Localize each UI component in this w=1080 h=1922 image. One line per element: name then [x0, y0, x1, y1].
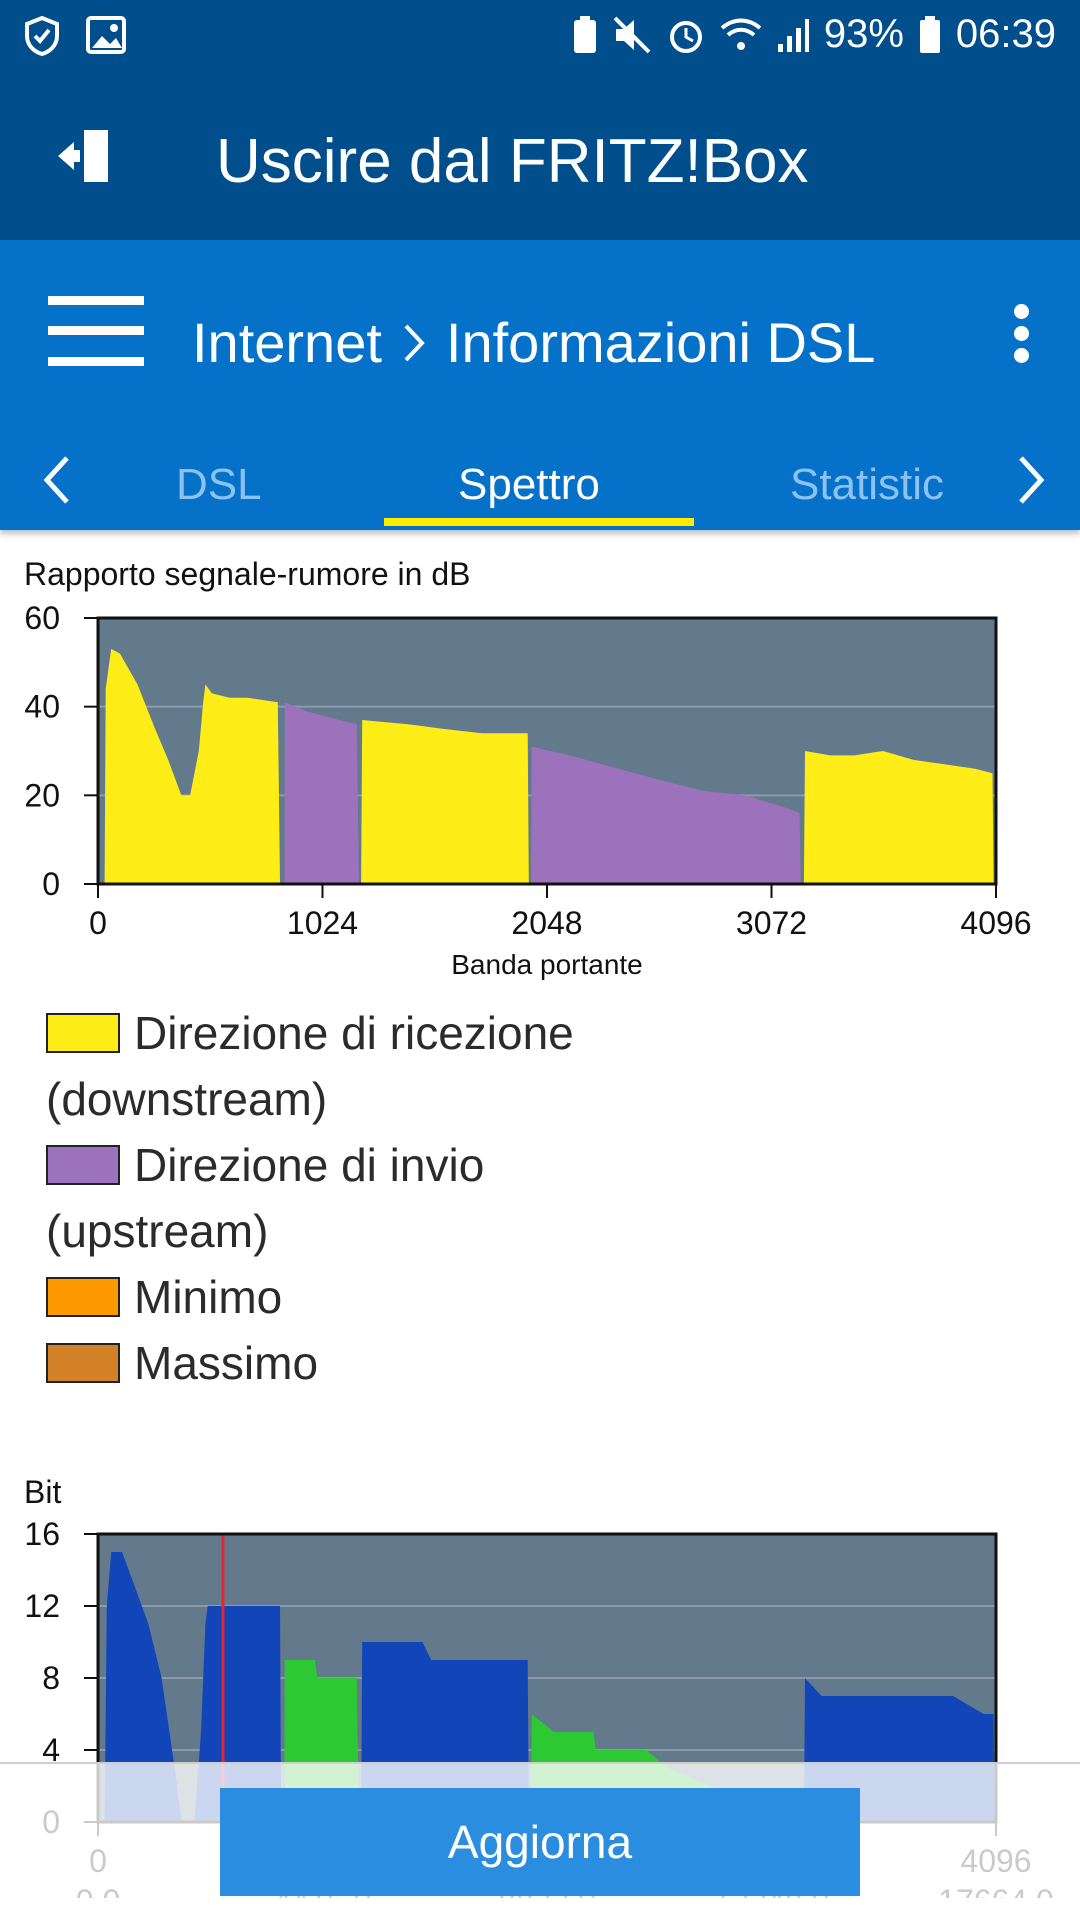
- legend-swatch: [46, 1145, 120, 1185]
- y-tick-label: 0: [42, 866, 60, 902]
- legend-swatch: [46, 1013, 120, 1053]
- navigation-bar: Internet Informazioni DSL DSL Spettro St…: [0, 240, 1080, 530]
- battery-percent: 93%: [823, 12, 904, 56]
- tab-statistiche[interactable]: Statistic: [790, 460, 945, 509]
- y-tick-label: 12: [24, 1588, 60, 1624]
- bit-chart-title: Bit: [24, 1474, 62, 1510]
- alarm-icon: [669, 20, 702, 53]
- legend-massimo: Massimo: [46, 1330, 646, 1396]
- menu-icon[interactable]: [48, 296, 144, 366]
- legend-swatch: [46, 1277, 120, 1317]
- legend-upstream: Direzione di invio (upstream): [46, 1139, 485, 1257]
- y-tick-label: 16: [24, 1516, 60, 1552]
- image-icon: [86, 16, 126, 54]
- shield-icon: [25, 16, 59, 56]
- chevron-right-icon: [404, 324, 425, 361]
- tab-spettro[interactable]: Spettro: [458, 460, 600, 509]
- breadcrumb-section[interactable]: Internet: [192, 311, 382, 374]
- legend-downstream: Direzione di ricezione (downstream): [46, 1007, 574, 1125]
- header-title: Uscire dal FRITZ!Box: [216, 127, 809, 196]
- series-area: [803, 751, 994, 884]
- snr-chart-title: Rapporto segnale-rumore in dB: [24, 556, 471, 592]
- x-tick-label: 3072: [736, 905, 807, 941]
- y-tick-label: 20: [24, 777, 60, 813]
- tab-dsl[interactable]: DSL: [176, 460, 262, 509]
- legend-minimo: Minimo: [46, 1264, 646, 1330]
- x-axis-label: Banda portante: [451, 949, 643, 980]
- series-area: [531, 746, 801, 884]
- status-bar: 93% 06:39: [0, 0, 1080, 74]
- x-tick-label: 0: [89, 905, 107, 941]
- battery-saver-icon: [573, 15, 596, 53]
- mute-icon: [613, 16, 651, 53]
- chevron-left-icon[interactable]: [28, 450, 88, 510]
- y-tick-label: 8: [42, 1660, 60, 1696]
- tab-bar: DSL Spettro Statistic: [0, 430, 1080, 530]
- series-area: [104, 649, 280, 884]
- clock: 06:39: [955, 12, 1056, 56]
- x-tick-label: 2048: [511, 905, 582, 941]
- app-header: Uscire dal FRITZ!Box: [0, 74, 1080, 240]
- y-tick-label: 40: [24, 689, 60, 725]
- active-tab-indicator: [384, 518, 694, 526]
- x-tick-label: 1024: [287, 905, 358, 941]
- breadcrumb: Internet Informazioni DSL: [192, 310, 875, 375]
- series-area: [361, 720, 529, 884]
- breadcrumb-page: Informazioni DSL: [445, 311, 876, 374]
- signal-icon: [777, 18, 809, 52]
- series-area: [104, 1552, 182, 1822]
- x-tick-label: 4096: [960, 905, 1031, 941]
- logout-icon[interactable]: [54, 126, 114, 186]
- snr-chart: 60 40 20 00 1024 2048 3072 4096 Banda portante: [24, 600, 1031, 980]
- y-tick-label: 60: [24, 600, 60, 636]
- more-options-icon[interactable]: [1012, 304, 1032, 364]
- y-tick-label: 4: [42, 1732, 60, 1768]
- series-area: [284, 702, 359, 884]
- legend-swatch: [46, 1343, 120, 1383]
- wifi-icon: [720, 18, 762, 50]
- chart-legend: Direzione di ricezione (downstream) Dire…: [46, 1000, 646, 1396]
- battery-icon: [919, 15, 940, 53]
- refresh-button[interactable]: Aggiorna: [220, 1788, 860, 1896]
- chevron-right-icon[interactable]: [1000, 450, 1060, 510]
